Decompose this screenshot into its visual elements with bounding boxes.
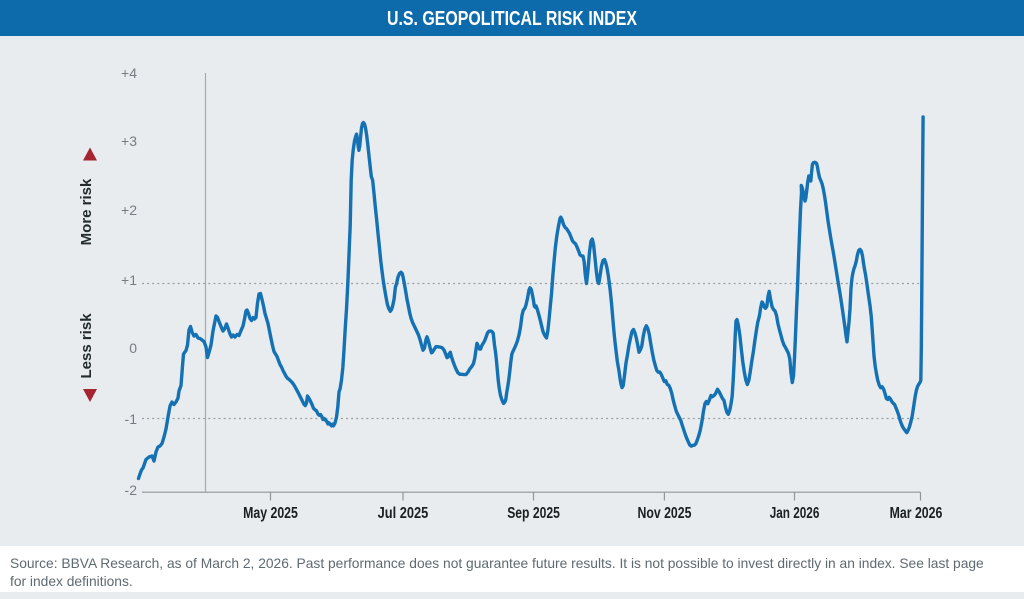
svg-text:Nov 2025: Nov 2025 [638, 505, 692, 522]
svg-text:More risk: More risk [78, 178, 95, 245]
svg-text:Jul 2025: Jul 2025 [378, 505, 429, 522]
svg-text:Mar 2026: Mar 2026 [890, 505, 943, 522]
svg-text:-2: -2 [125, 482, 138, 498]
svg-text:+4: +4 [121, 65, 137, 81]
svg-text:Less risk: Less risk [78, 313, 95, 379]
svg-text:+1: +1 [121, 272, 137, 288]
svg-text:0: 0 [129, 340, 137, 356]
svg-text:May 2025: May 2025 [243, 505, 298, 522]
svg-text:+2: +2 [121, 202, 137, 218]
svg-text:Sep 2025: Sep 2025 [507, 505, 560, 522]
svg-text:Jan 2026: Jan 2026 [770, 505, 820, 522]
svg-text:+3: +3 [121, 133, 137, 149]
svg-text:U.S. GEOPOLITICAL RISK INDEX: U.S. GEOPOLITICAL RISK INDEX [387, 8, 638, 30]
svg-text:-1: -1 [125, 411, 138, 427]
